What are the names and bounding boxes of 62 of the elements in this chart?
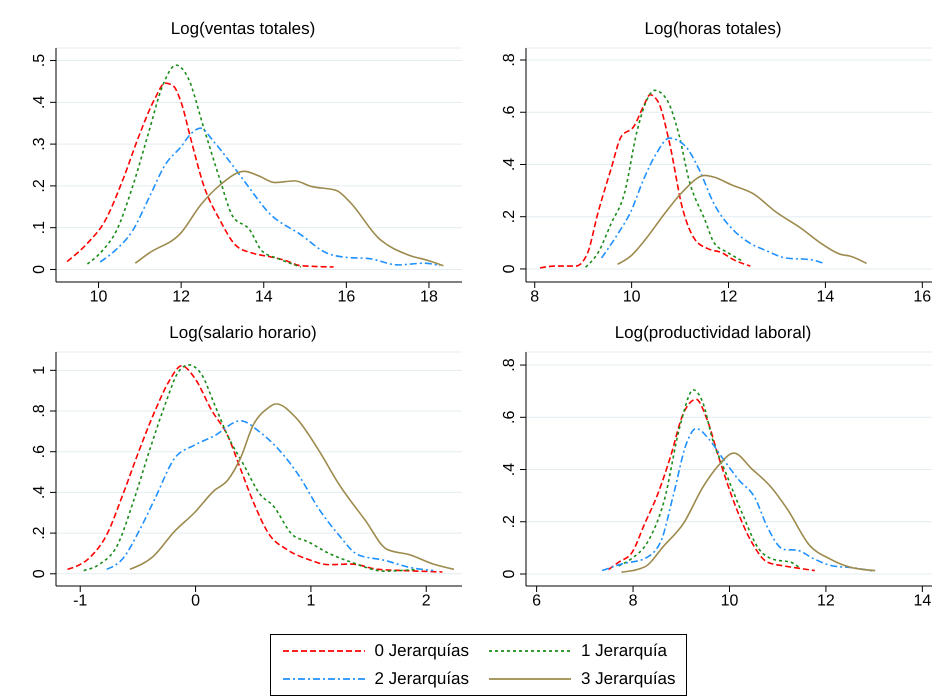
x-tick-label: -1 <box>73 592 88 610</box>
y-tick-label: .8 <box>501 358 518 372</box>
y-tick-label: .4 <box>501 462 518 476</box>
x-tick-label: 10 <box>622 288 641 306</box>
line-series <box>616 174 868 266</box>
x-tick-label: 8 <box>530 288 540 306</box>
y-tick-label: .1 <box>31 220 48 234</box>
x-tick-label: 2 <box>422 592 431 610</box>
y-tick-label: .4 <box>31 486 48 500</box>
line-series <box>584 90 744 268</box>
line-series <box>600 137 825 264</box>
line-series <box>66 82 334 268</box>
line-series <box>618 389 802 570</box>
y-tick-label: .4 <box>501 158 518 172</box>
x-tick-label: 1 <box>306 592 316 610</box>
y-tick-label: .2 <box>501 210 518 224</box>
line-series <box>134 170 444 267</box>
chart-title: Log(productividad laboral) <box>614 322 812 344</box>
y-tick-label: .6 <box>501 105 518 119</box>
line-series <box>106 420 434 572</box>
x-tick-label: 16 <box>337 288 356 306</box>
y-tick-label: 1 <box>31 366 48 375</box>
y-tick-label: 0 <box>501 264 518 274</box>
x-tick-label: 10 <box>720 592 738 610</box>
y-tick-label: .2 <box>501 514 518 528</box>
line-series <box>608 398 816 572</box>
line-series <box>129 403 455 570</box>
x-tick-label: 14 <box>816 288 834 306</box>
x-tick-label: 12 <box>172 288 190 306</box>
x-tick-label: 14 <box>913 592 932 610</box>
line-series <box>620 452 876 573</box>
y-tick-label: .3 <box>31 137 48 151</box>
x-tick-label: 8 <box>628 592 638 610</box>
y-tick-label: .8 <box>31 404 48 418</box>
legend-label: 0 Jerarquías <box>374 641 469 661</box>
y-tick-label: .4 <box>31 96 48 109</box>
y-tick-label: .6 <box>501 410 518 424</box>
legend-label: 2 Jerarquías <box>374 669 469 689</box>
x-tick-label: 10 <box>90 288 108 306</box>
x-tick-label: 12 <box>720 288 738 306</box>
x-tick-label: 6 <box>532 592 542 610</box>
y-tick-label: 0 <box>31 569 48 578</box>
x-tick-label: 14 <box>254 288 273 306</box>
line-series <box>99 127 441 267</box>
line-series <box>86 64 302 268</box>
y-tick-label: .8 <box>501 53 518 67</box>
line-series <box>539 94 752 269</box>
chart-title: Log(salario horario) <box>168 322 318 344</box>
x-tick-label: 12 <box>817 592 835 610</box>
x-tick-label: 0 <box>191 592 200 610</box>
chart-title: Log(ventas totales) <box>170 18 316 40</box>
x-tick-label: 16 <box>913 288 932 306</box>
y-tick-label: 0 <box>501 569 518 578</box>
x-tick-label: 18 <box>420 288 438 306</box>
chart-title: Log(horas totales) <box>643 18 783 40</box>
y-tick-label: .6 <box>31 444 48 458</box>
y-tick-label: .2 <box>31 526 48 540</box>
legend-label: 3 Jerarquías <box>581 669 676 689</box>
y-tick-label: 0 <box>31 264 48 274</box>
y-tick-label: .2 <box>31 179 48 193</box>
y-tick-label: .5 <box>31 54 48 68</box>
legend-label: 1 Jerarquía <box>581 641 667 661</box>
